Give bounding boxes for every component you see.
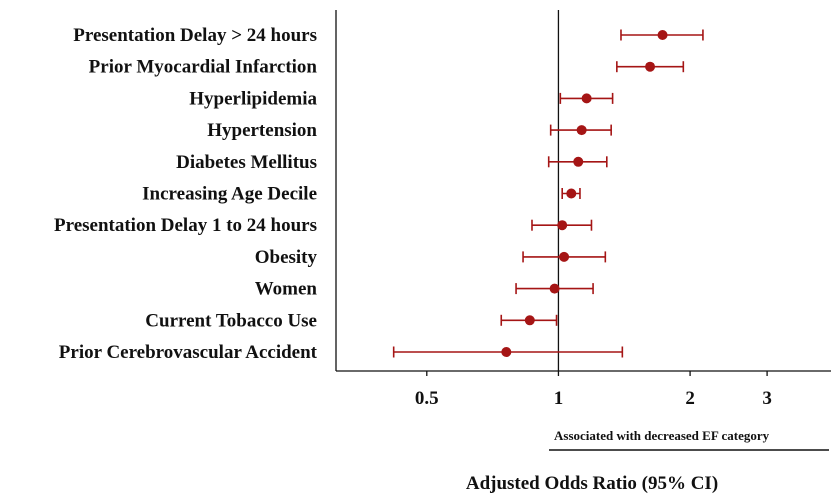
row-label: Presentation Delay 1 to 24 hours [54,215,317,236]
row-label: Obesity [255,247,318,268]
confidence-intervals [392,29,704,358]
row-label: Increasing Age Decile [142,184,317,205]
odds-ratio-point [566,188,577,199]
odds-ratio-point [645,61,656,72]
x-tick-label: 3 [762,388,772,409]
x-tick-label: 0.5 [415,388,439,409]
row-label: Prior Cerebrovascular Accident [59,342,318,363]
row-label: Diabetes Mellitus [176,152,317,173]
odds-ratio-point [501,347,512,357]
odds-ratio-point [557,220,568,231]
decreased-ef-annotation: Associated with decreased EF category [554,428,770,443]
odds-ratio-point [524,315,535,326]
odds-ratio-point [657,30,668,40]
odds-ratio-point [559,251,570,262]
x-tick-label: 1 [554,388,564,409]
odds-ratio-point [576,125,587,136]
row-label: Women [255,279,318,300]
x-axis-ticks: 0.5 1 2 3 [415,371,772,409]
odds-ratio-point [581,93,592,104]
row-labels: Presentation Delay > 24 hours Prior Myoca… [54,25,318,363]
x-axis-label: Adjusted Odds Ratio (95% CI) [466,473,718,494]
row-label: Hypertension [207,120,317,141]
odds-ratio-point [573,156,584,167]
row-label: Hyperlipidemia [189,88,317,109]
x-tick-label: 2 [685,388,695,409]
row-label: Current Tobacco Use [145,310,317,331]
row-label: Presentation Delay > 24 hours [73,25,317,46]
odds-ratio-point [549,283,560,294]
row-label: Prior Myocardial Infarction [89,57,318,78]
